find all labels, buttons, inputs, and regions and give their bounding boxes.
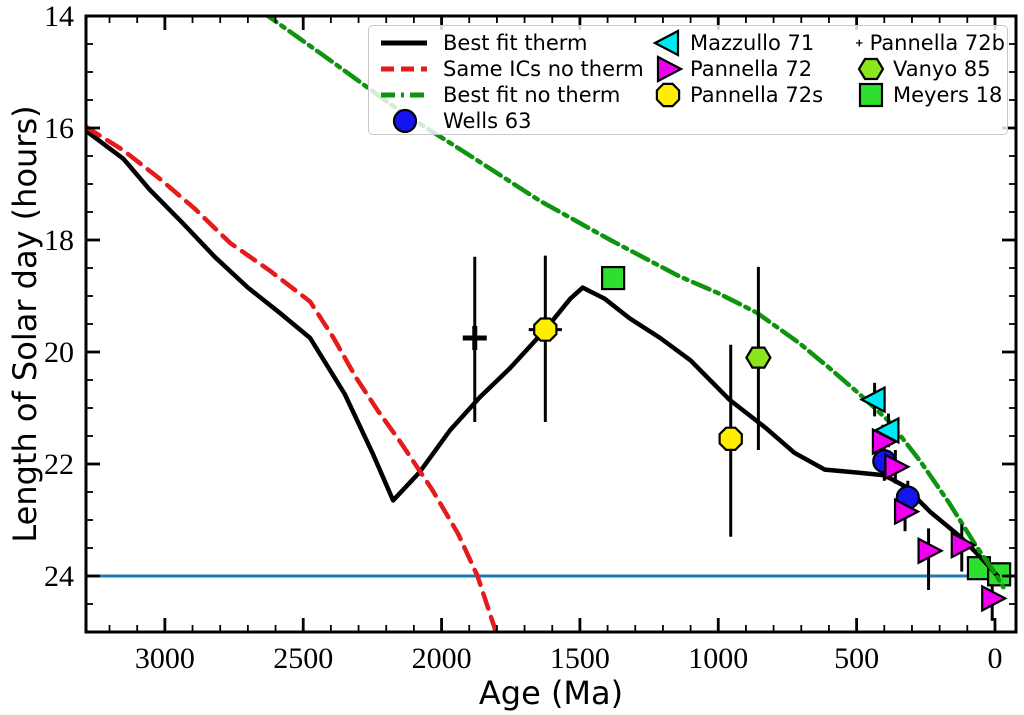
curve-best-fit-no-therm (264, 16, 1006, 590)
x-tick-label: 2500 (273, 642, 333, 675)
legend-label: Same ICs no therm (443, 57, 644, 81)
y-axis-title: Length of Solar day (hours) (6, 105, 44, 543)
legend-entry-pannella-72b: Pannella 72b (855, 30, 1005, 56)
y-tick-label: 16 (44, 112, 74, 145)
y-tick-label: 20 (44, 336, 74, 369)
x-tick-label: 2000 (412, 642, 472, 675)
line-dashed-icon (381, 66, 427, 72)
octagon-icon (655, 82, 681, 108)
x-axis-title: Age (Ma) (478, 674, 624, 712)
line-dashdot-icon (381, 92, 427, 98)
triangle-right-icon (656, 55, 684, 83)
curve-same-ics-no-therm (86, 124, 499, 632)
legend-label: Wells 63 (443, 109, 532, 133)
x-tick-label: 1500 (550, 642, 610, 675)
legend-column-1: Best fit therm Same ICs no therm Best fit … (378, 30, 652, 134)
legend-entry-pannella-72: Pannella 72 (652, 55, 855, 83)
triangle-left-icon (652, 29, 680, 57)
legend-entry-wells-63: Wells 63 (378, 108, 652, 134)
circle-icon (392, 108, 418, 134)
legend-entry-vanyo-85: Vanyo 85 (855, 56, 1005, 82)
y-tick-label: 18 (44, 224, 74, 257)
legend-entry-pannella-72s: Pannella 72s (652, 82, 855, 108)
legend-entry-meyers-18: Meyers 18 (855, 82, 1005, 108)
legend-label: Vanyo 85 (893, 57, 991, 81)
legend-label: Pannella 72 (690, 57, 813, 81)
legend-label: Best fit therm (443, 31, 588, 55)
legend-label: Meyers 18 (893, 83, 1003, 107)
y-tick-label: 24 (44, 560, 74, 593)
legend-entry-best-fit-therm: Best fit therm (378, 30, 652, 56)
legend-label: Best fit no therm (443, 83, 621, 107)
plus-icon (856, 39, 863, 47)
y-tick-label: 14 (44, 0, 74, 33)
legend-label: Pannella 72s (690, 83, 824, 107)
legend-entry-best-fit-no-therm: Best fit no therm (378, 82, 652, 108)
x-tick-label: 3000 (135, 642, 195, 675)
legend-column-2: Mazzullo 71 Pannella 72 Pannella 72s (652, 29, 855, 134)
y-tick-label: 22 (44, 448, 74, 481)
legend-entry-same-ics-no-therm: Same ICs no therm (378, 56, 652, 82)
hexagon-icon (857, 57, 885, 81)
curve-best-fit-therm (86, 128, 1000, 579)
legend-column-3: Pannella 72b Vanyo 85 Meyers 18 (855, 30, 1005, 134)
legend: Best fit therm Same ICs no therm Best fit … (368, 25, 1008, 135)
x-tick-label: 500 (834, 642, 879, 675)
legend-label: Mazzullo 71 (690, 31, 815, 55)
square-icon (858, 82, 884, 108)
legend-entry-mazzullo-71: Mazzullo 71 (652, 29, 855, 57)
x-tick-label: 1000 (688, 642, 748, 675)
x-tick-label: 0 (987, 642, 1002, 675)
legend-label: Pannella 72b (869, 31, 1005, 55)
line-solid-icon (381, 40, 427, 46)
